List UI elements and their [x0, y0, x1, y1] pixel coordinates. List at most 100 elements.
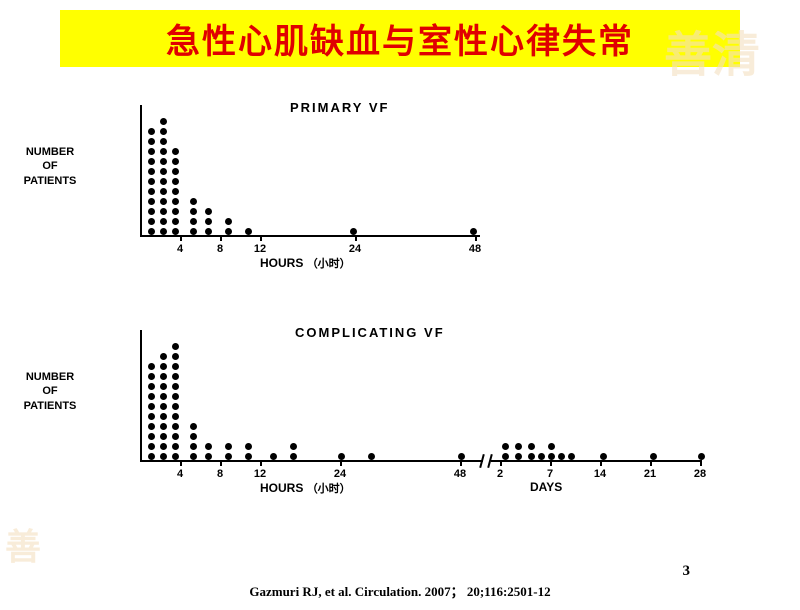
page-number: 3 — [683, 563, 691, 580]
axis-tick — [460, 460, 462, 466]
data-point — [245, 443, 252, 450]
data-point — [148, 188, 155, 195]
data-point — [160, 218, 167, 225]
data-point — [148, 383, 155, 390]
data-point — [172, 403, 179, 410]
axis-tick — [700, 460, 702, 466]
data-point — [528, 443, 535, 450]
data-point — [225, 443, 232, 450]
data-point — [160, 188, 167, 195]
ylabel-line: NUMBER — [15, 370, 85, 384]
data-point — [558, 453, 565, 460]
data-point — [190, 208, 197, 215]
data-point — [515, 453, 522, 460]
data-point — [538, 453, 545, 460]
data-point — [160, 198, 167, 205]
hours-label-cn: （小时） — [307, 258, 351, 270]
axis-tick — [260, 235, 262, 241]
plot-area: PRIMARY VF 48122448 — [90, 95, 710, 245]
data-point — [160, 383, 167, 390]
y-axis — [140, 105, 142, 235]
data-point — [172, 178, 179, 185]
axis-tick — [475, 235, 477, 241]
hours-label: HOURS — [260, 481, 303, 495]
tick-label: 12 — [254, 468, 266, 480]
data-point — [270, 453, 277, 460]
data-point — [225, 453, 232, 460]
data-point — [350, 228, 357, 235]
tick-label: 8 — [217, 243, 223, 255]
data-point — [225, 218, 232, 225]
citation: Gazmuri RJ, et al. Circulation. 2007； 20… — [0, 581, 800, 600]
chart-complicating-vf: NUMBER OF PATIENTS COMPLICATING VF 48122… — [90, 320, 710, 470]
data-point — [205, 228, 212, 235]
axis-tick — [220, 460, 222, 466]
chart-title: COMPLICATING VF — [295, 325, 445, 340]
data-point — [148, 433, 155, 440]
tick-label: 48 — [454, 468, 466, 480]
hours-label: HOURS — [260, 256, 303, 270]
data-point — [160, 433, 167, 440]
data-point — [148, 178, 155, 185]
tick-label: 24 — [349, 243, 361, 255]
data-point — [160, 158, 167, 165]
axis-tick — [355, 235, 357, 241]
data-point — [502, 443, 509, 450]
data-point — [160, 443, 167, 450]
data-point — [148, 228, 155, 235]
data-point — [600, 453, 607, 460]
data-point — [698, 453, 705, 460]
data-point — [172, 453, 179, 460]
tick-label: 12 — [254, 243, 266, 255]
ylabel-line: PATIENTS — [15, 399, 85, 413]
data-point — [160, 118, 167, 125]
data-point — [190, 423, 197, 430]
data-point — [160, 453, 167, 460]
data-point — [160, 208, 167, 215]
ylabel-line: OF — [15, 384, 85, 398]
y-axis-label: NUMBER OF PATIENTS — [15, 145, 85, 188]
data-point — [172, 413, 179, 420]
tick-label: 7 — [547, 468, 553, 480]
tick-label: 2 — [497, 468, 503, 480]
y-axis — [140, 330, 142, 460]
data-point — [160, 128, 167, 135]
tick-label: 24 — [334, 468, 346, 480]
x-axis — [140, 235, 480, 237]
axis-tick — [600, 460, 602, 466]
data-point — [205, 443, 212, 450]
tick-label: 28 — [694, 468, 706, 480]
data-point — [148, 413, 155, 420]
data-point — [190, 453, 197, 460]
x-axis — [140, 460, 700, 462]
page-title: 急性心肌缺血与室性心律失常 — [166, 24, 634, 61]
data-point — [148, 403, 155, 410]
data-point — [148, 208, 155, 215]
ylabel-line: OF — [15, 159, 85, 173]
data-point — [172, 443, 179, 450]
axis-tick — [180, 235, 182, 241]
data-point — [458, 453, 465, 460]
data-point — [148, 198, 155, 205]
hours-label-cn: （小时） — [307, 483, 351, 495]
axis-tick — [550, 460, 552, 466]
data-point — [528, 453, 535, 460]
data-point — [548, 453, 555, 460]
chart-primary-vf: NUMBER OF PATIENTS PRIMARY VF 48122448 H… — [90, 95, 710, 245]
watermark-bottom: 善 — [5, 518, 41, 570]
data-point — [148, 168, 155, 175]
data-point — [172, 148, 179, 155]
data-point — [172, 158, 179, 165]
data-point — [172, 423, 179, 430]
axis-tick — [500, 460, 502, 466]
data-point — [160, 373, 167, 380]
data-point — [148, 393, 155, 400]
chart-title: PRIMARY VF — [290, 100, 389, 115]
data-point — [148, 138, 155, 145]
data-point — [148, 373, 155, 380]
data-point — [172, 168, 179, 175]
axis-tick — [180, 460, 182, 466]
data-point — [160, 148, 167, 155]
data-point — [205, 208, 212, 215]
data-point — [148, 148, 155, 155]
